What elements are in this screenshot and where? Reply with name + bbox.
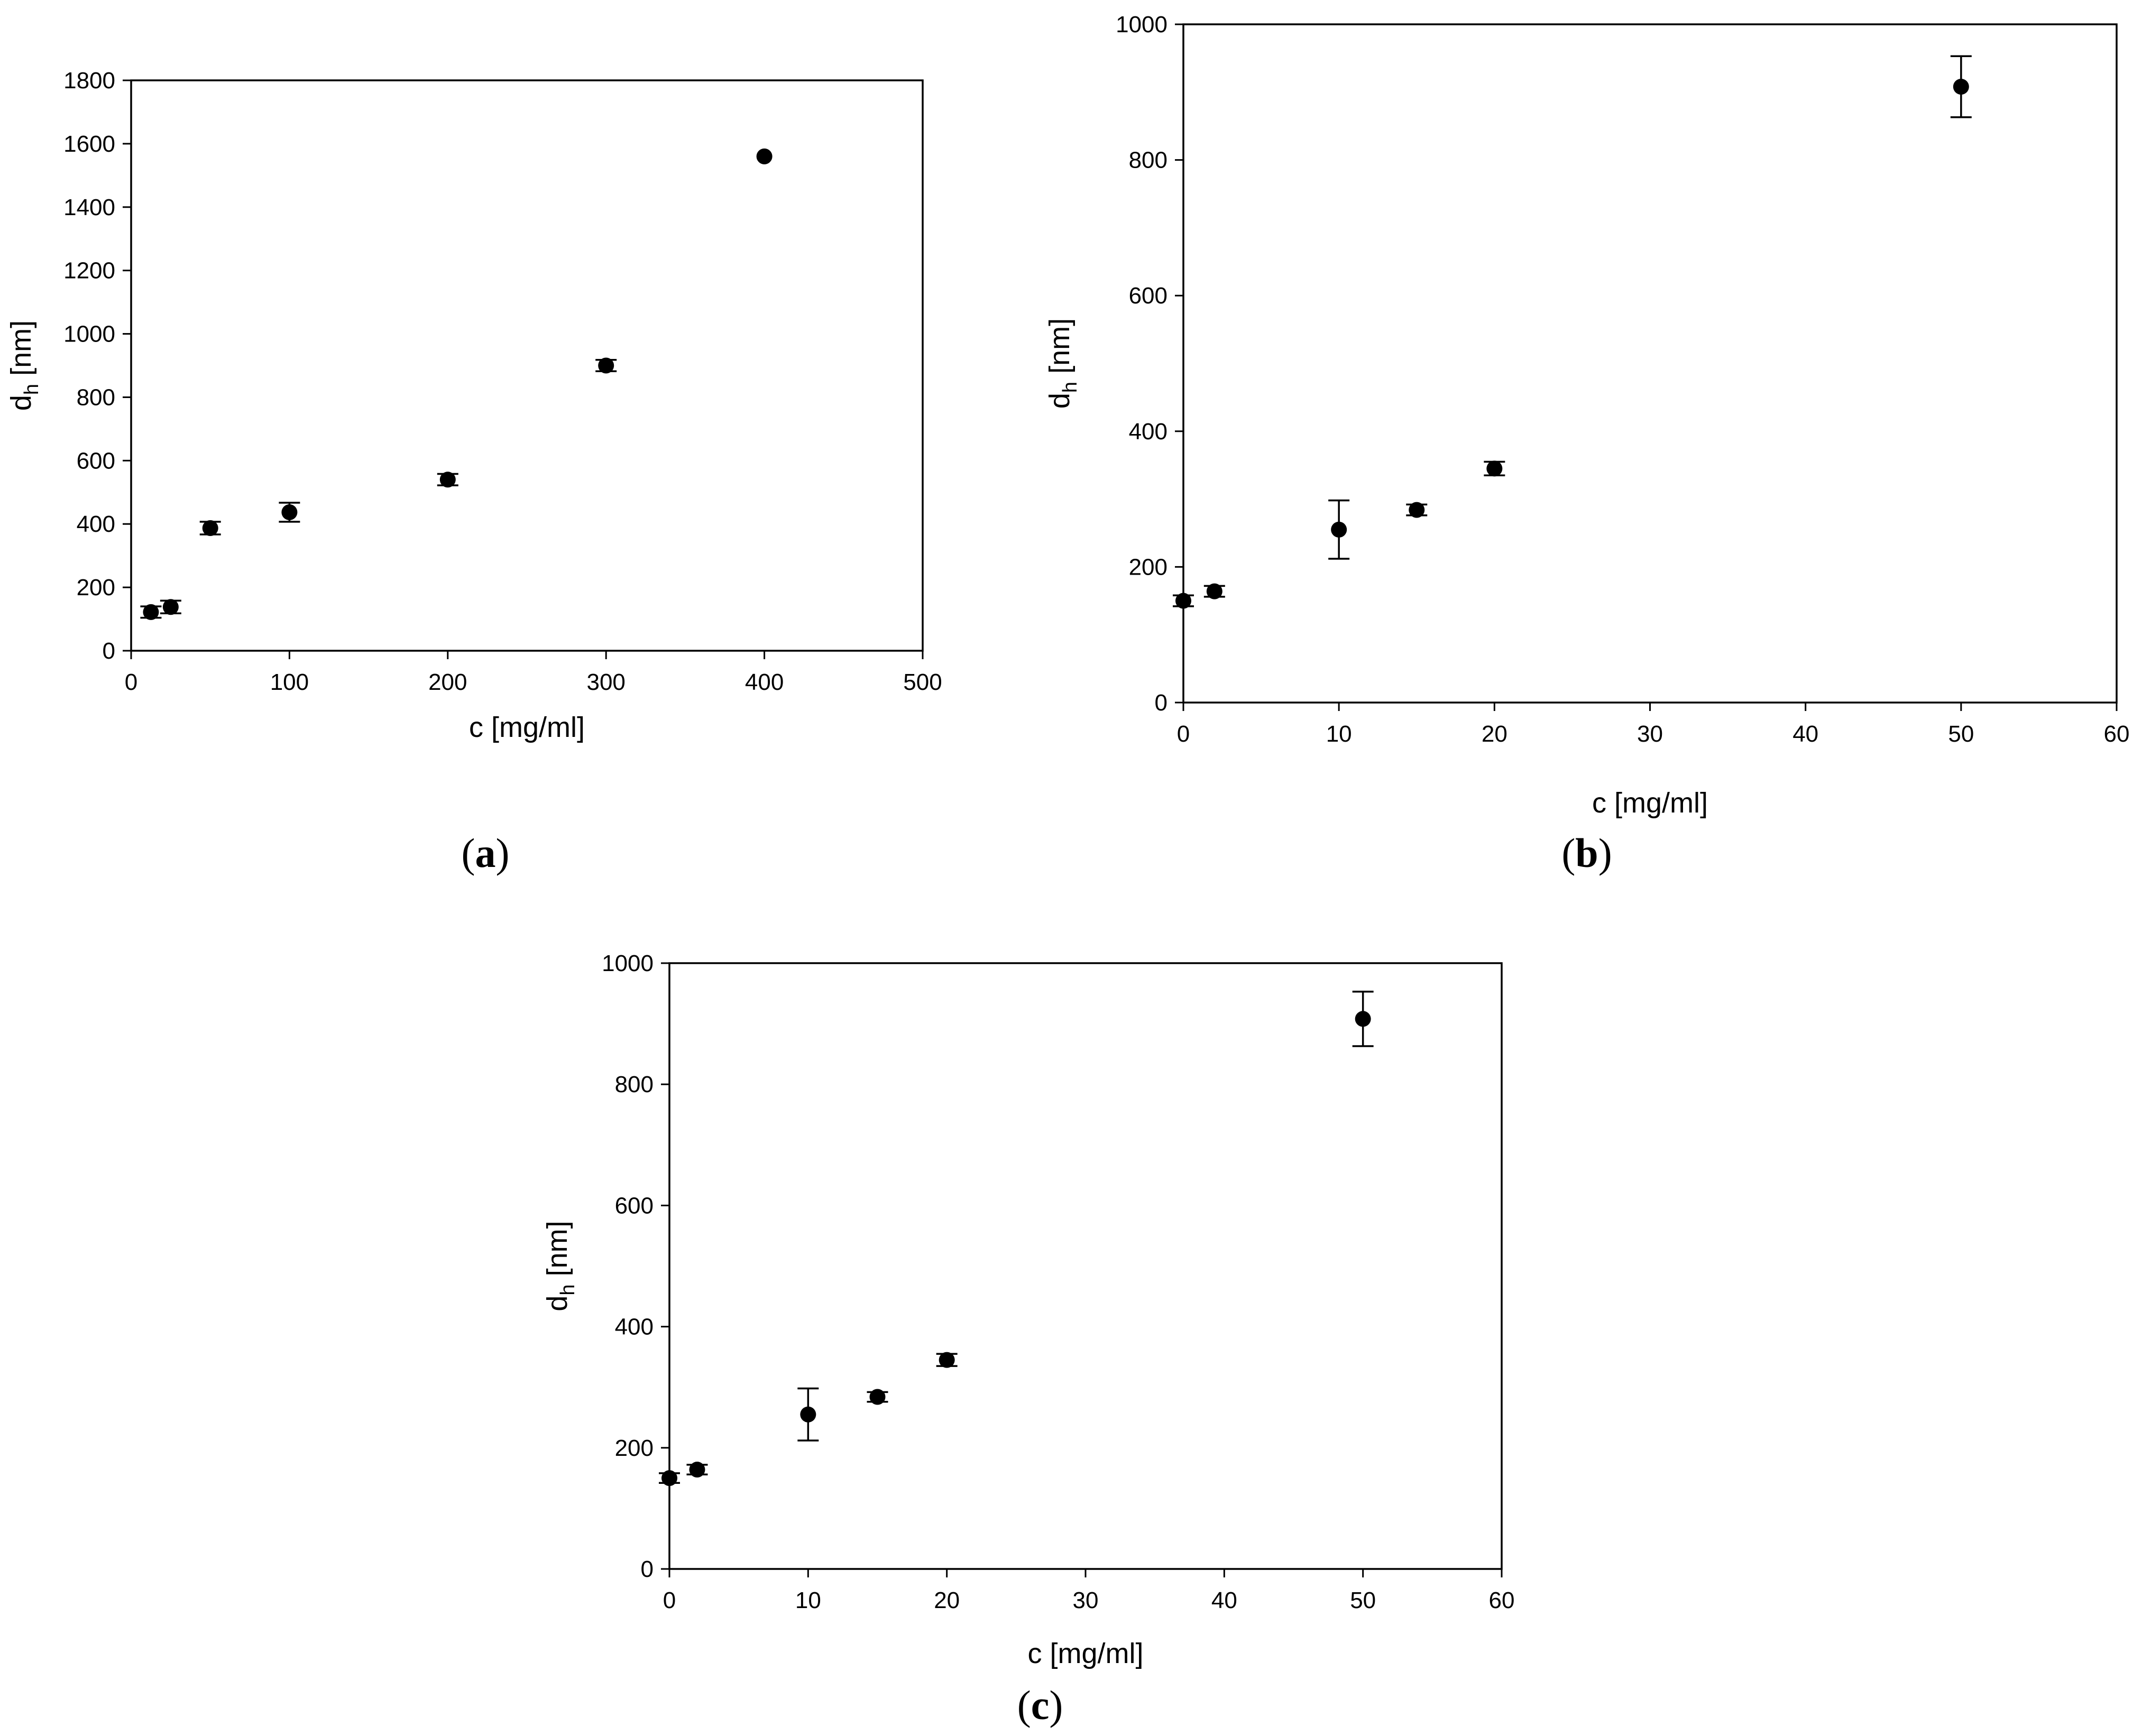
data-point (439, 472, 456, 488)
x-tick-label: 10 (1326, 721, 1352, 747)
y-axis-label-main: d (541, 1296, 573, 1312)
panel-label-open-paren: ( (1561, 830, 1575, 876)
y-axis-label: dh [nm] (1044, 318, 1081, 409)
x-tick-label: 0 (125, 669, 137, 695)
panel-label-open-paren: ( (1017, 1682, 1031, 1728)
x-tick-label: 40 (1211, 1587, 1237, 1613)
y-tick-label: 400 (615, 1314, 654, 1340)
data-point (1953, 79, 1969, 95)
x-tick-label: 100 (270, 669, 309, 695)
panel-label-letter: a (475, 830, 496, 876)
x-tick-label: 60 (2104, 721, 2130, 747)
panel-a: 0 100 200 300 400 500 0 200 400 600 800 1000 1200 140… (5, 68, 942, 876)
x-tick-label: 300 (586, 669, 625, 695)
x-tick-label: 20 (1482, 721, 1507, 747)
y-tick-label: 800 (615, 1072, 654, 1097)
y-tick-label: 600 (1129, 283, 1167, 309)
data-point (689, 1462, 705, 1478)
data-point (281, 504, 298, 521)
y-axis-label-unit: [nm] (541, 1221, 573, 1284)
data-point (1355, 1011, 1371, 1027)
x-tick-label: 50 (1350, 1587, 1376, 1613)
y-axis-label-subscript: h (21, 384, 43, 395)
data-point (661, 1470, 677, 1486)
data-point (939, 1352, 955, 1368)
y-axis-label-subscript: h (557, 1284, 579, 1295)
y-tick-label: 200 (77, 575, 115, 601)
panel-label: (a) (462, 830, 510, 876)
data-point (800, 1406, 816, 1423)
x-axis-label: c [mg/ml] (1027, 1638, 1143, 1669)
x-tick-label: 40 (1792, 721, 1818, 747)
panel-label-open-paren: ( (462, 830, 475, 876)
x-axis-label: c [mg/ml] (469, 712, 585, 743)
y-axis-label-unit: [nm] (1044, 318, 1075, 382)
y-axis-label: dh [nm] (5, 320, 43, 411)
y-tick-label: 600 (615, 1193, 654, 1218)
y-axis-label-unit: [nm] (5, 320, 37, 384)
panel-label: (c) (1017, 1682, 1063, 1728)
x-tick-label: 10 (795, 1587, 821, 1613)
x-tick-label: 30 (1073, 1587, 1099, 1613)
y-tick-label: 600 (77, 448, 115, 474)
y-tick-label: 0 (641, 1556, 654, 1582)
y-tick-label: 1000 (1116, 12, 1167, 38)
y-tick-label: 0 (103, 638, 115, 664)
x-tick-label: 60 (1489, 1587, 1515, 1613)
x-tick-label: 400 (745, 669, 784, 695)
y-tick-label: 200 (615, 1435, 654, 1461)
x-tick-label: 500 (903, 669, 942, 695)
data-point (1206, 583, 1222, 599)
y-tick-label: 800 (77, 384, 115, 410)
y-axis-label-main: d (5, 395, 37, 411)
x-tick-label: 200 (428, 669, 467, 695)
x-tick-label: 30 (1637, 721, 1663, 747)
data-point (1409, 502, 1425, 518)
plot-frame (668, 962, 1503, 1570)
data-point (869, 1389, 886, 1405)
panel-label-close-paren: ) (1598, 830, 1612, 876)
plot-frame (1182, 23, 2118, 704)
y-tick-label: 1000 (63, 321, 115, 347)
x-tick-label: 0 (663, 1587, 676, 1613)
y-tick-label: 1600 (63, 131, 115, 157)
x-tick-label: 50 (1948, 721, 1974, 747)
plot-frame (130, 79, 924, 652)
x-tick-label: 20 (934, 1587, 960, 1613)
data-point (1175, 593, 1191, 609)
panel-label-close-paren: ) (496, 830, 510, 876)
y-tick-label: 400 (77, 511, 115, 537)
data-point (143, 604, 159, 620)
y-tick-label: 400 (1129, 419, 1167, 445)
y-tick-label: 1400 (63, 195, 115, 220)
data-point (162, 599, 179, 615)
y-axis-label: dh [nm] (541, 1221, 579, 1311)
y-axis-label-subscript: h (1059, 382, 1081, 393)
y-tick-label: 1000 (602, 950, 654, 976)
x-tick-label: 0 (1177, 721, 1190, 747)
data-point (756, 148, 773, 164)
panel-label-close-paren: ) (1049, 1682, 1063, 1728)
panel-label-letter: c (1031, 1682, 1050, 1728)
panel-label-letter: b (1575, 830, 1598, 876)
data-point (202, 520, 218, 537)
y-tick-label: 800 (1129, 147, 1167, 173)
y-tick-label: 1800 (63, 68, 115, 94)
y-axis-label-main: d (1044, 393, 1075, 409)
data-point (1486, 460, 1503, 477)
data-point (1331, 521, 1347, 538)
x-axis-label: c [mg/ml] (1592, 787, 1708, 819)
y-tick-label: 1200 (63, 258, 115, 284)
panel-label: (b) (1561, 830, 1612, 876)
y-tick-label: 0 (1155, 690, 1167, 716)
data-point (598, 357, 614, 374)
y-tick-label: 200 (1129, 554, 1167, 580)
